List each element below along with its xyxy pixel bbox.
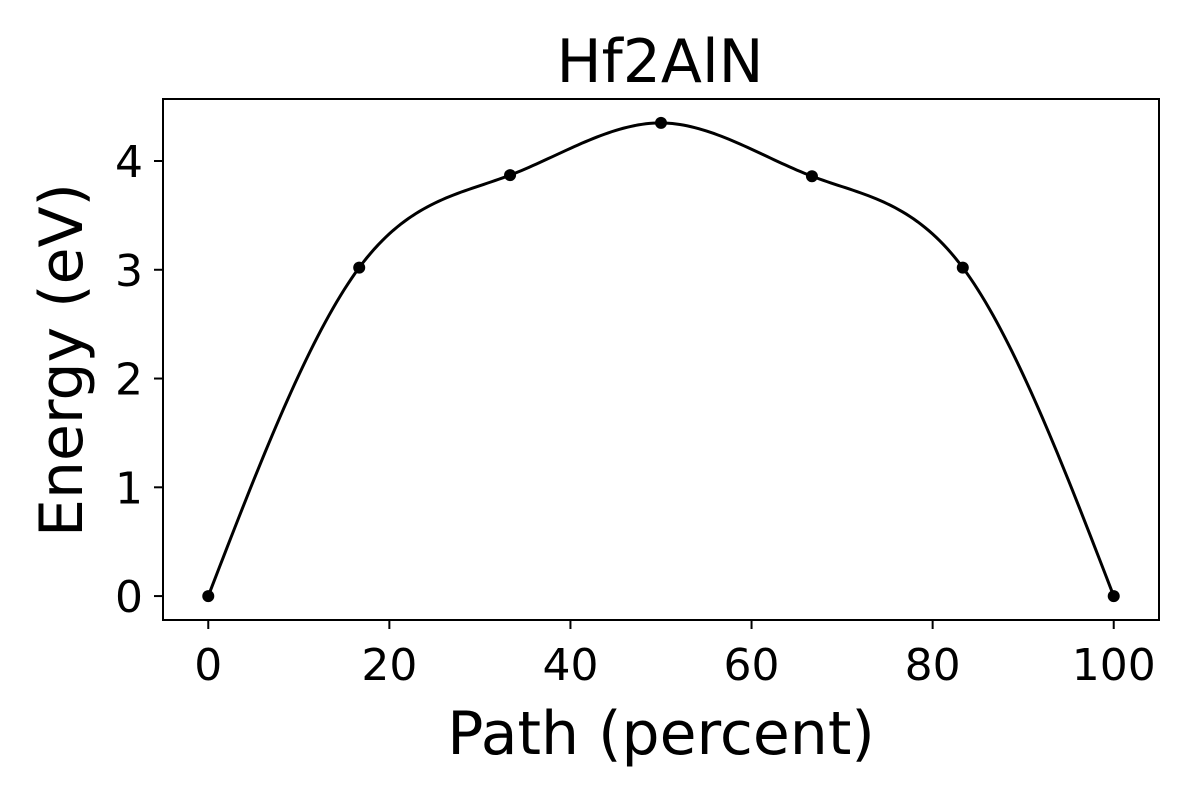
y-axis-label: Energy (eV): [27, 183, 97, 537]
y-tick-label: 0: [115, 572, 143, 623]
x-tick-label: 40: [542, 640, 598, 691]
plot-area: [162, 98, 1160, 621]
data-point: [805, 170, 818, 183]
x-axis-label: Path (percent): [447, 699, 875, 769]
y-tick-label: 4: [115, 137, 143, 188]
y-tick-label: 3: [115, 246, 143, 297]
data-point: [655, 116, 667, 129]
data-point: [504, 169, 517, 182]
data-points: [202, 116, 1120, 603]
plot-frame: [162, 98, 1160, 621]
data-point: [1107, 590, 1120, 603]
y-tick-label: 1: [115, 463, 143, 514]
y-axis-ticks: 0 1 2 3 4: [115, 137, 163, 623]
data-point: [202, 590, 215, 603]
x-tick-label: 100: [1072, 640, 1156, 691]
x-tick-label: 0: [194, 640, 222, 691]
x-axis-ticks: 0 20 40 60 80 100: [194, 620, 1156, 691]
energy-curve: [206, 121, 1116, 597]
x-tick-label: 80: [905, 640, 961, 691]
chart-title: Hf2AlN: [556, 27, 763, 97]
data-point: [353, 261, 366, 274]
x-tick-label: 20: [361, 640, 417, 691]
y-tick-label: 2: [115, 355, 143, 406]
x-tick-label: 60: [724, 640, 780, 691]
data-point: [956, 261, 969, 274]
